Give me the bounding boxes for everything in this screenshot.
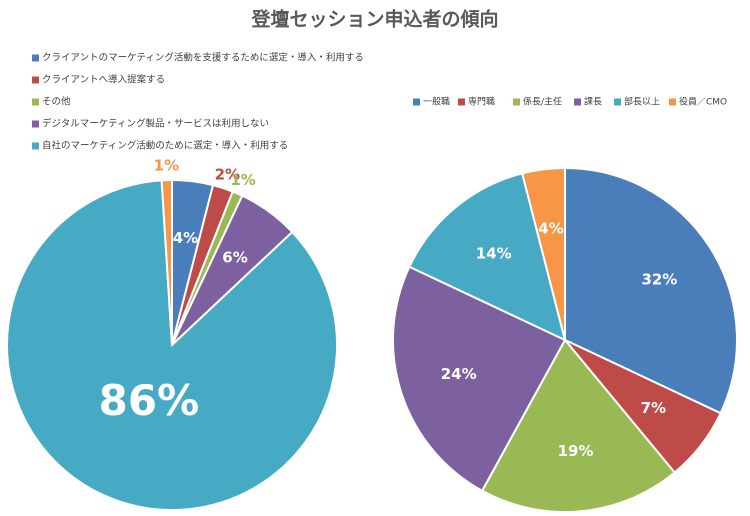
legend-label: 自社のマーケティング活動のために選定・導入・利用する (42, 140, 288, 152)
legend-swatch (458, 98, 465, 106)
pie-slice (408, 172, 567, 342)
data-label: 6% (222, 249, 247, 267)
legend-swatch (32, 76, 39, 84)
pie-slice (564, 166, 738, 415)
pie-slice (521, 166, 566, 341)
data-label: 2% (215, 165, 240, 183)
legend-swatch (32, 142, 39, 150)
data-label: 1% (230, 171, 255, 189)
pie-slice (6, 179, 338, 511)
data-label: 24% (441, 365, 477, 383)
legend-swatch (32, 54, 39, 62)
pie-slice (480, 338, 677, 513)
pie-slice (160, 178, 173, 346)
legend-swatch (614, 98, 621, 106)
legend-label: クライアントのマーケティング活動を支援するために選定・導入・利用する (42, 52, 364, 64)
data-label: 86% (99, 376, 200, 425)
legend-swatch (574, 98, 581, 106)
legend-swatch (669, 98, 676, 106)
legend-swatch (413, 98, 420, 106)
legend-swatch (513, 98, 520, 106)
legend-label: 一般職 (423, 96, 450, 108)
data-label: 7% (641, 399, 666, 417)
data-label: 4% (538, 220, 563, 238)
legend-label: 課長 (584, 96, 602, 108)
legend-label: 部長以上 (624, 96, 660, 108)
pie-slice (392, 265, 567, 493)
data-label: 32% (641, 271, 677, 289)
legend-swatch (32, 120, 39, 128)
legend-label: 係長/主任 (523, 96, 562, 108)
legend-label: その他 (42, 96, 71, 108)
data-label: 1% (154, 157, 179, 175)
legend-label: 専門職 (468, 96, 495, 108)
legend-label: 役員／CMO (679, 96, 727, 108)
data-label: 14% (476, 244, 512, 262)
chart-title: 登壇セッション申込者の傾向 (250, 8, 498, 31)
data-label: 4% (173, 229, 198, 247)
legend-swatch (32, 98, 39, 106)
legend-label: クライアントへ導入提案する (42, 74, 165, 86)
data-label: 19% (558, 442, 594, 460)
legend-label: デジタルマーケティング製品・サービスは利用しない (42, 118, 269, 130)
